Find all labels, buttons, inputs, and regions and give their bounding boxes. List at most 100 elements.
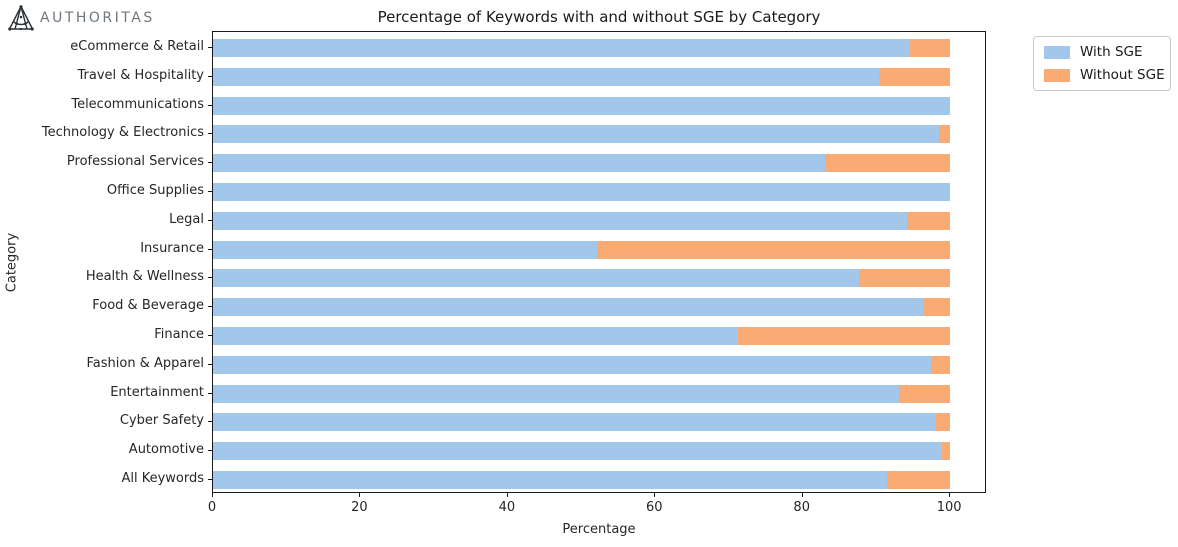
bar-row <box>213 154 951 173</box>
y-tick-mark <box>208 75 212 77</box>
bar-row <box>213 183 951 201</box>
legend-swatch-with-sge <box>1044 45 1070 59</box>
bar-segment <box>213 39 910 57</box>
legend-entry-without-sge: Without SGE <box>1044 67 1165 83</box>
y-tick-mark <box>208 191 212 192</box>
x-tick-mark <box>949 493 951 497</box>
y-axis-label: Category <box>4 232 20 293</box>
x-tick-label: 100 <box>936 500 962 515</box>
bar-segment <box>824 154 951 173</box>
bar-segment <box>213 442 943 461</box>
y-tick-mark <box>208 47 212 48</box>
bar-segment <box>213 125 940 144</box>
plot-area <box>212 31 986 493</box>
bar-segment <box>597 240 951 259</box>
y-tick-label: Fashion & Apparel <box>86 355 204 371</box>
bar-row <box>213 39 951 57</box>
y-tick-label: Office Supplies <box>106 183 204 198</box>
y-tick-label: Telecommunications <box>71 96 204 112</box>
authoritas-logo: AUTHORITAS <box>8 5 155 31</box>
y-tick-label: Health & Wellness <box>85 269 204 285</box>
bar-row <box>213 67 951 86</box>
bar-segment <box>213 154 825 173</box>
bar-segment <box>213 384 900 403</box>
authoritas-logo-icon <box>8 5 34 31</box>
bar-segment <box>939 125 951 144</box>
bar-segment <box>737 327 951 345</box>
y-tick-mark <box>208 363 212 365</box>
bar-segment <box>213 269 860 288</box>
bar-segment <box>923 298 951 317</box>
bar-segment <box>213 471 888 489</box>
bar-row <box>213 471 951 489</box>
legend-swatch-without-sge <box>1044 68 1070 82</box>
bar-segment <box>930 355 951 374</box>
y-tick-label: Entertainment <box>110 384 204 400</box>
y-tick-mark <box>208 421 212 423</box>
x-tick-label: 80 <box>793 500 810 515</box>
y-tick-label: Professional Services <box>66 154 204 170</box>
bar-row <box>213 269 951 288</box>
y-tick-label: Technology & Electronics <box>41 125 204 141</box>
bar-segment <box>887 471 951 489</box>
bar-segment <box>213 327 738 345</box>
x-axis-label: Percentage <box>562 522 636 537</box>
chart-title: Percentage of Keywords with and without … <box>377 8 821 26</box>
y-tick-mark <box>208 392 212 394</box>
legend-label-without-sge: Without SGE <box>1080 67 1165 83</box>
x-tick-mark <box>801 493 803 497</box>
y-tick-mark <box>208 219 212 221</box>
bar-segment <box>213 96 951 115</box>
bar-row <box>213 442 951 461</box>
bar-segment <box>942 442 951 461</box>
bar-segment <box>909 39 951 57</box>
y-tick-label: Insurance <box>140 240 204 256</box>
y-tick-label: Legal <box>169 211 204 227</box>
bar-row <box>213 211 951 230</box>
x-tick-mark <box>654 493 656 497</box>
bar-segment <box>936 413 951 432</box>
y-tick-label: Cyber Safety <box>119 413 204 429</box>
y-tick-mark <box>208 306 212 308</box>
bar-segment <box>859 269 951 288</box>
bar-segment <box>213 211 907 230</box>
bar-row <box>213 298 951 317</box>
bar-row <box>213 240 951 259</box>
y-tick-label: Automotive <box>128 442 204 458</box>
legend-entry-with-sge: With SGE <box>1044 44 1160 60</box>
bar-segment <box>213 183 951 201</box>
bar-segment <box>213 67 880 86</box>
bar-segment <box>213 298 924 317</box>
y-tick-mark <box>208 133 212 135</box>
bar-segment <box>879 67 951 86</box>
x-tick-label: 40 <box>498 500 516 515</box>
y-tick-mark <box>208 277 212 279</box>
bar-row <box>213 327 951 345</box>
y-tick-mark <box>208 248 212 250</box>
brand-name: AUTHORITAS <box>40 10 155 26</box>
y-tick-mark <box>208 450 212 452</box>
x-tick-label: 20 <box>351 500 368 515</box>
x-tick-mark <box>359 493 361 497</box>
y-tick-label: eCommerce & Retail <box>70 39 204 54</box>
bar-row <box>213 413 951 432</box>
bar-segment <box>899 384 951 403</box>
x-tick-label: 0 <box>207 500 217 515</box>
legend-label-with-sge: With SGE <box>1080 44 1143 60</box>
chart-legend: With SGE Without SGE <box>1033 36 1171 91</box>
bar-segment <box>906 211 951 230</box>
y-tick-mark <box>208 104 212 106</box>
y-tick-mark <box>208 335 212 336</box>
bar-row <box>213 125 951 144</box>
y-tick-label: Travel & Hospitality <box>77 67 205 83</box>
y-tick-label: Food & Beverage <box>92 298 204 314</box>
x-tick-label: 60 <box>646 500 663 515</box>
bar-segment <box>213 240 598 259</box>
y-tick-mark <box>208 479 212 480</box>
bar-segment <box>213 413 937 432</box>
x-tick-mark <box>506 493 508 497</box>
y-tick-mark <box>208 162 212 164</box>
bar-segment <box>213 355 931 374</box>
bar-row <box>213 355 951 374</box>
